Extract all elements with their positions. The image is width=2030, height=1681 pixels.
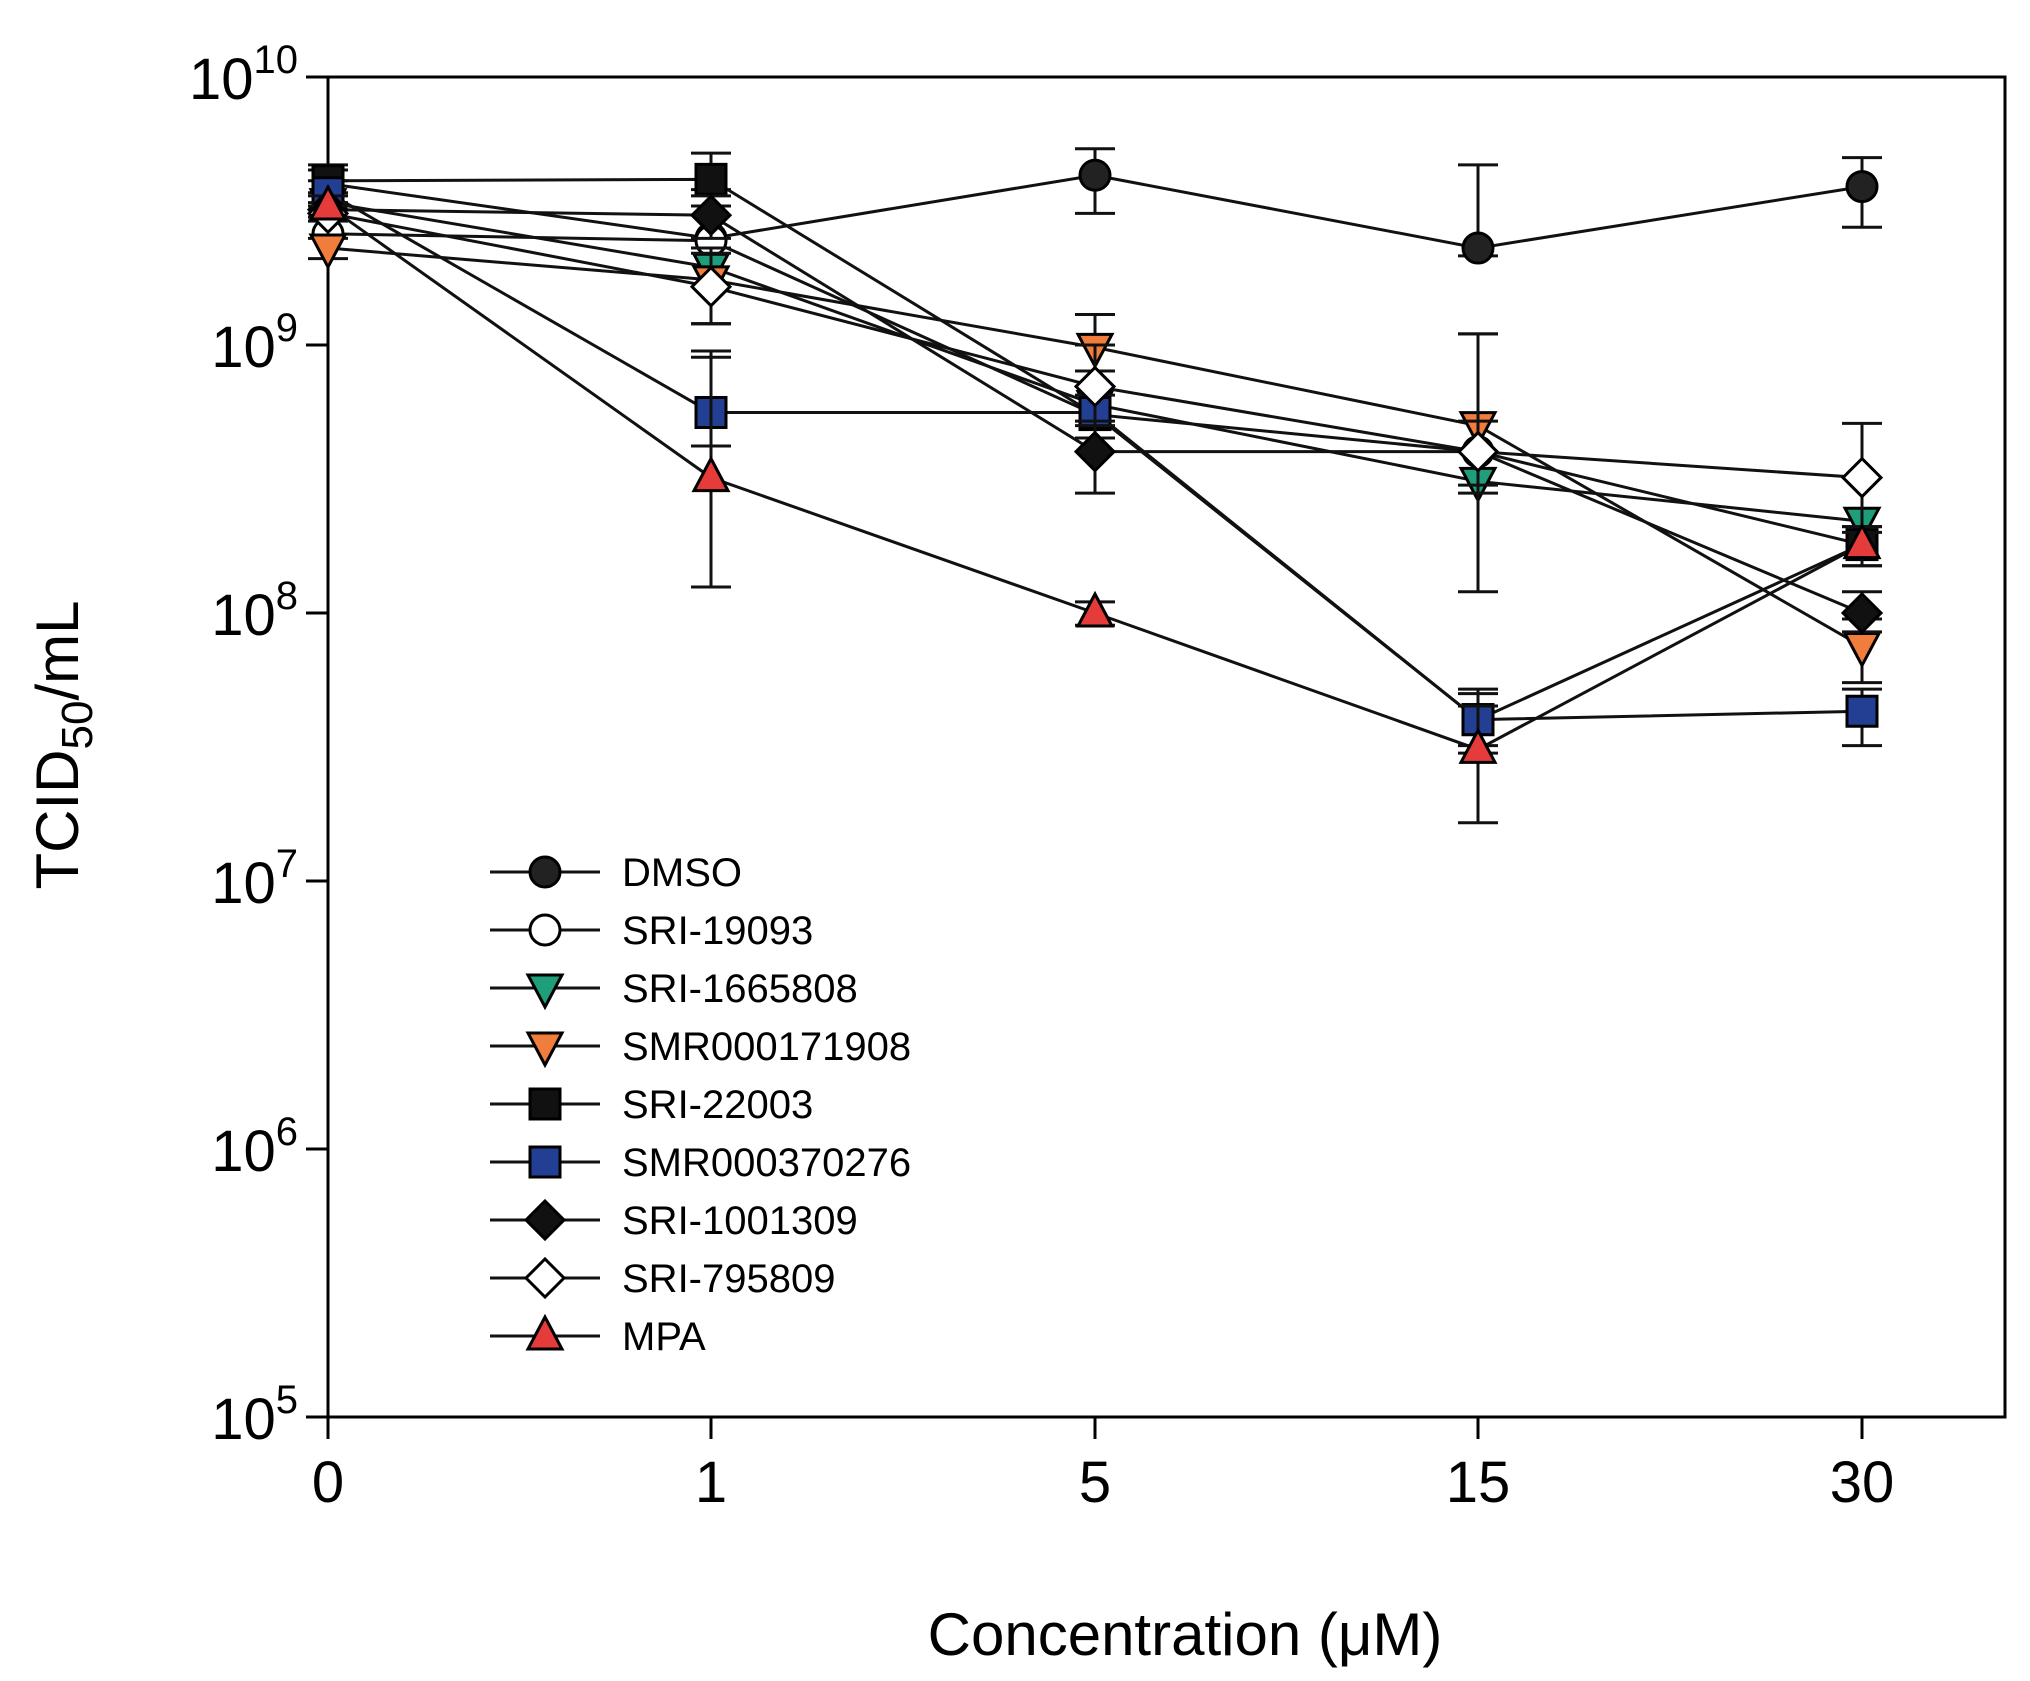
plot-frame (326, 75, 2007, 1419)
legend-label: SMR000370276 (622, 1141, 911, 1185)
y-tick-label-4: 109 (211, 306, 298, 380)
x-tick-label-3: 15 (1446, 1450, 1511, 1515)
point-SRI-1001309-2 (1073, 430, 1117, 473)
legend-marker (528, 855, 562, 889)
point-SMR000171908-0 (308, 233, 348, 271)
legend-label: SRI-1665808 (622, 967, 858, 1011)
legend-marker (525, 1313, 565, 1351)
legend-item-SMR000370276: SMR000370276 (490, 1141, 911, 1185)
legend-label: SRI-19093 (622, 909, 813, 953)
legend-label: DMSO (622, 851, 742, 895)
y-tick-label-0: 105 (211, 1378, 298, 1452)
series-SRI-795809 (306, 192, 1884, 594)
y-axis-label-main: TCID (24, 750, 91, 890)
point-MPA-0 (308, 183, 348, 221)
legend-marker (525, 1031, 565, 1069)
x-tick-label-1: 1 (695, 1450, 727, 1515)
legend-item-SRI-1001309: SRI-1001309 (490, 1198, 858, 1243)
legend-marker (528, 1145, 562, 1179)
point-SRI-795809-1 (689, 265, 733, 308)
point-MPA-3 (1458, 727, 1498, 764)
legend-marker (523, 1256, 567, 1300)
series-layer (306, 147, 1884, 825)
legend-item-SRI-22003: SRI-22003 (490, 1083, 813, 1127)
legend-label: SRI-22003 (622, 1083, 813, 1127)
point-MPA-4 (1842, 522, 1882, 560)
y-tick-label-5: 1010 (189, 38, 298, 112)
point-SRI-22003-1 (694, 162, 728, 196)
legend: DMSO SRI-19093 SRI-1665808 SMR000171908 SRI-… (490, 851, 911, 1359)
point-DMSO-4 (1845, 170, 1879, 204)
legend-item-DMSO: DMSO (490, 851, 742, 895)
legend-item-SMR000171908: SMR000171908 (490, 1025, 911, 1069)
point-DMSO-3 (1461, 231, 1495, 265)
series-MPA (308, 183, 1882, 825)
point-DMSO-2 (1078, 158, 1112, 192)
legend-item-SRI-1665808: SRI-1665808 (490, 967, 858, 1011)
point-SRI-795809-2 (1073, 365, 1117, 408)
series-SRI-1001309 (306, 188, 1884, 635)
legend-label: SRI-795809 (622, 1257, 835, 1301)
x-tick-label-2: 5 (1079, 1450, 1111, 1515)
legend-marker (528, 1087, 562, 1121)
legend-marker (525, 973, 565, 1011)
error-bar-MPA-3 (1458, 704, 1498, 825)
legend-marker (528, 913, 562, 947)
point-SMR000171908-4 (1842, 631, 1882, 669)
legend-item-SRI-19093: SRI-19093 (490, 909, 813, 953)
point-SRI-795809-3 (1456, 430, 1500, 473)
legend-item-MPA: MPA (490, 1313, 706, 1359)
point-SMR000370276-4 (1845, 694, 1879, 728)
point-SRI-1001309-4 (1840, 591, 1884, 635)
y-axis-label-tail: /mL (24, 601, 91, 701)
y-tick-label-3: 108 (211, 574, 298, 648)
y-axis-label: TCID50/mL (24, 601, 102, 890)
legend-label: SMR000171908 (622, 1025, 911, 1069)
x-tick-label-4: 30 (1830, 1450, 1895, 1515)
point-SRI-795809-4 (1840, 456, 1884, 499)
legend-label: SRI-1001309 (622, 1199, 858, 1243)
y-tick-label-1: 106 (211, 1110, 298, 1184)
legend-label: MPA (622, 1315, 706, 1359)
x-axis-label: Concentration (μM) (928, 1601, 1443, 1668)
point-MPA-1 (691, 455, 731, 493)
y-tick-label-2: 107 (211, 842, 298, 916)
legend-marker (523, 1198, 567, 1242)
point-MPA-2 (1075, 590, 1115, 628)
point-SRI-1001309-1 (689, 194, 733, 237)
legend-item-SRI-795809: SRI-795809 (490, 1256, 835, 1301)
x-tick-label-0: 0 (312, 1450, 344, 1515)
y-axis-label-sub: 50 (53, 701, 102, 750)
